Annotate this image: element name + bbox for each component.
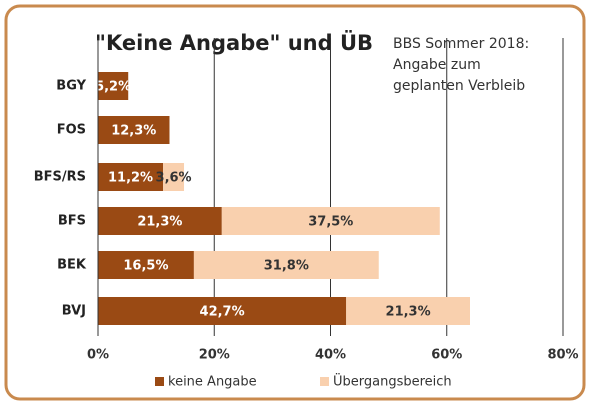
annotation: Angabe zum [393, 57, 481, 73]
x-tick-label: 0% [87, 348, 109, 363]
data-label: 21,3% [137, 215, 182, 230]
bar-segment [221, 207, 440, 235]
data-label: 12,3% [111, 124, 156, 139]
data-label: 21,3% [386, 305, 431, 320]
data-label: 5,2% [95, 80, 131, 95]
annotation: geplanten Verbleib [393, 78, 525, 94]
bar-segment [98, 72, 129, 100]
legend-swatch [155, 377, 164, 386]
data-label: 11,2% [108, 171, 153, 186]
bar-segment [193, 251, 379, 279]
bar-segment [98, 163, 164, 191]
y-tick-label: BGY [56, 79, 86, 94]
bar-segment [98, 251, 194, 279]
y-tick-label: FOS [57, 123, 86, 138]
card-frame [4, 4, 586, 401]
x-tick-label: 60% [431, 348, 462, 363]
data-label: 31,8% [264, 259, 309, 274]
bar-segment [98, 116, 170, 144]
bar-segment [98, 207, 222, 235]
y-tick-label: BEK [57, 258, 87, 273]
annotation: BBS Sommer 2018: [393, 36, 529, 52]
x-tick-label: 40% [315, 348, 346, 363]
bar-segment [163, 163, 185, 191]
data-label: 3,6% [156, 171, 192, 186]
legend-label: keine Angabe [168, 375, 257, 390]
bar-segment [98, 297, 347, 325]
data-label: 16,5% [123, 259, 168, 274]
data-label: 42,7% [200, 305, 245, 320]
bar-segment [346, 297, 470, 325]
chart-title: "Keine Angabe" und ÜB [95, 30, 373, 55]
y-tick-label: BFS/RS [34, 170, 86, 185]
y-tick-label: BFS [58, 214, 86, 229]
x-tick-label: 80% [547, 348, 578, 363]
x-tick-label: 20% [199, 348, 230, 363]
legend-swatch [320, 377, 329, 386]
y-tick-label: BVJ [62, 304, 86, 319]
data-label: 37,5% [308, 215, 353, 230]
legend-label: Übergangsbereich [333, 373, 452, 390]
